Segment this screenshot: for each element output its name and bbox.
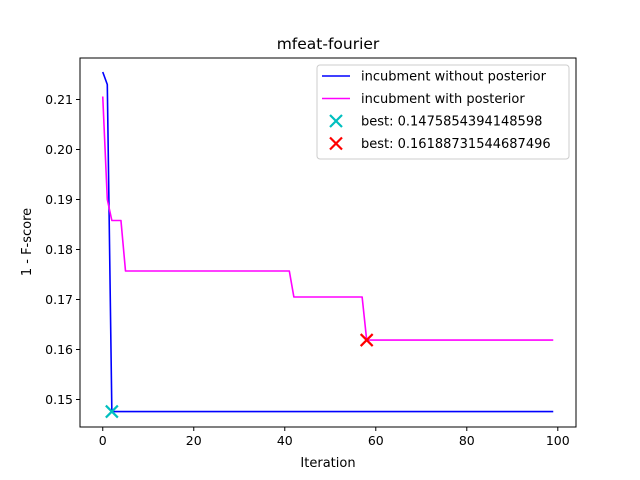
x-tick-label: 80 [459,433,475,448]
legend-swatch [329,136,343,151]
best-marker-3-0 [359,333,374,347]
legend-label: best: 0.16188731544687496 [361,137,551,152]
legend-item: incubment with posterior [322,92,525,107]
x-tick-label: 40 [277,433,293,448]
legend-item: best: 0.16188731544687496 [329,136,551,152]
y-axis-label: 1 - F-score [20,208,35,276]
y-tick-label: 0.16 [45,342,73,357]
y-tick-label: 0.20 [45,142,73,157]
y-tick-label: 0.17 [45,292,73,307]
x-axis: 0 20 40 60 80 100 [99,427,570,448]
series-line-1 [101,96,554,341]
x-tick-label: 60 [368,433,384,448]
x-tick-label: 0 [99,433,107,448]
x-tick-label: 100 [546,433,570,448]
y-axis: 0.15 0.16 0.17 0.18 0.19 0.20 0.21 [45,92,80,407]
y-tick-label: 0.15 [45,392,73,407]
y-tick-label: 0.21 [45,92,73,107]
legend-item: incubment without posterior [322,70,547,85]
plot-frame [79,57,577,428]
legend-swatch [329,114,343,128]
legend: incubment without posterior incubment wit… [316,64,570,160]
y-tick-label: 0.19 [45,192,73,207]
legend-item: best: 0.1475854394148598 [329,114,542,130]
legend-label: incubment without posterior [361,70,547,85]
best-marker-2-0 [105,404,119,419]
series-line-0 [101,71,554,413]
x-tick-label: 20 [186,433,202,448]
legend-label: best: 0.1475854394148598 [361,115,542,130]
chart-title: mfeat-fourier [277,35,380,53]
legend-label: incubment with posterior [361,92,525,107]
legend-box [316,64,570,160]
x-axis-label: Iteration [300,456,355,471]
y-tick-label: 0.18 [45,242,73,257]
plot-series [101,71,554,419]
